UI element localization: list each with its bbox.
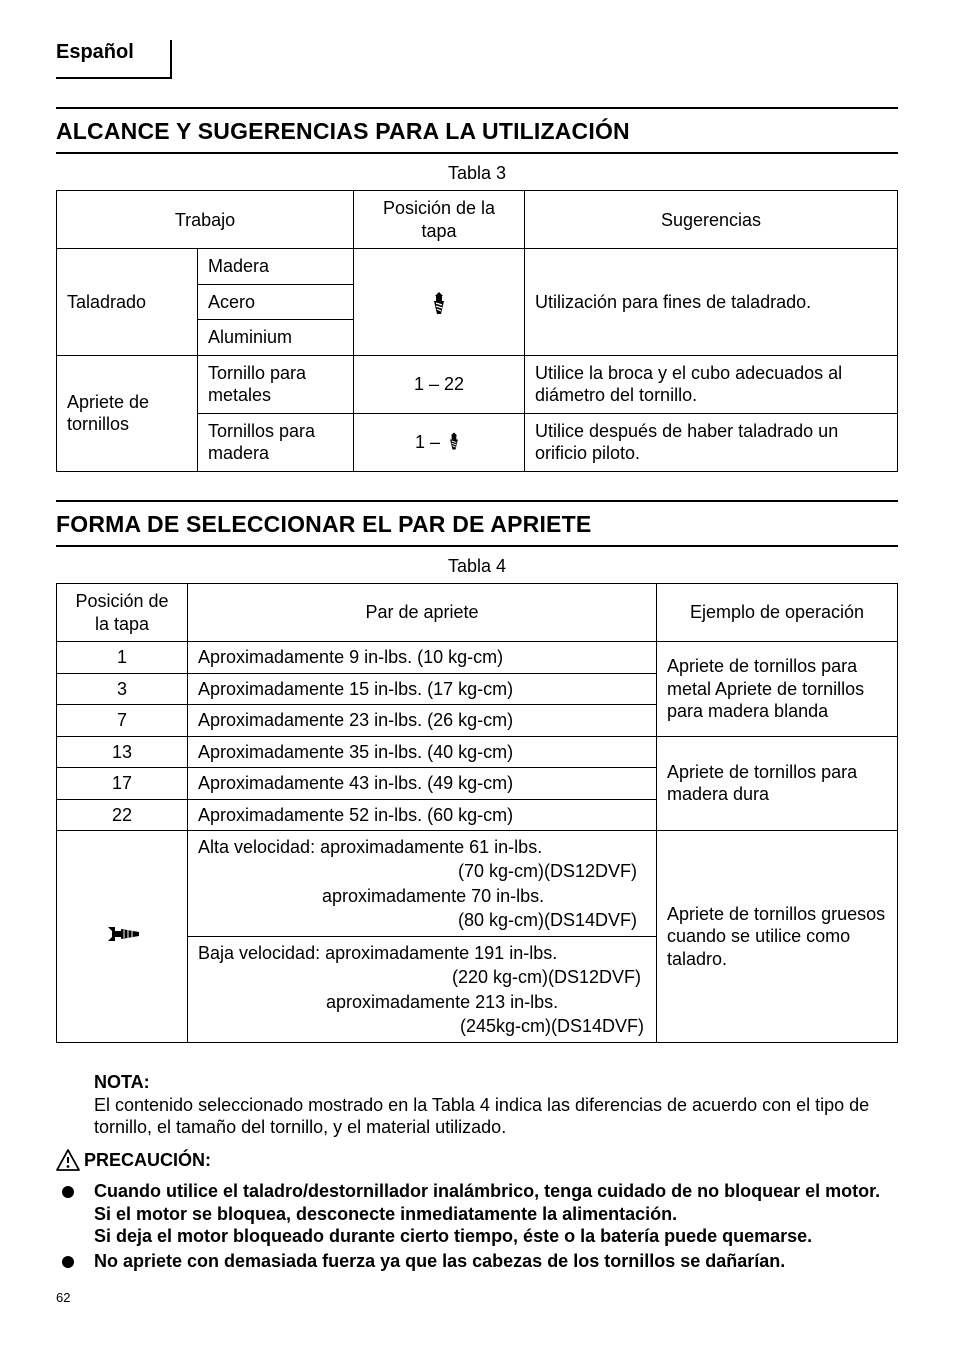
t4-ex3: Apriete de tornillos gruesos cuando se u… bbox=[657, 831, 898, 1043]
page-number: 62 bbox=[56, 1290, 898, 1306]
t4-torque: Aproximadamente 23 in-lbs. (26 kg-cm) bbox=[188, 705, 657, 737]
hi-c: aproximadamente 70 in-lbs. bbox=[198, 884, 544, 908]
t4-pos-drill bbox=[57, 831, 188, 1043]
t3-sug-metal: Utilice la broca y el cubo adecuados al … bbox=[525, 355, 898, 413]
t4-pos: 22 bbox=[57, 799, 188, 831]
caution-list: Cuando utilice el taladro/destornillador… bbox=[56, 1180, 898, 1272]
t3-h-posicion: Posición de la tapa bbox=[354, 191, 525, 249]
t4-hi-speed: Alta velocidad: aproximadamente 61 in-lb… bbox=[188, 831, 657, 937]
caution-1b: Si el motor se bloquea, desconecte inmed… bbox=[94, 1204, 677, 1224]
drill-icon bbox=[445, 432, 463, 454]
t3-drill-pos bbox=[354, 249, 525, 356]
lo-a: Baja velocidad: aproximadamente 191 in-l… bbox=[198, 943, 557, 963]
t4-ex2: Apriete de tornillos para madera dura bbox=[657, 736, 898, 831]
t3-torn-madera: Tornillos para madera bbox=[198, 413, 354, 471]
t4-torque: Aproximadamente 52 in-lbs. (60 kg-cm) bbox=[188, 799, 657, 831]
t3-apriete: Apriete de tornillos bbox=[57, 355, 198, 471]
t3-pos-1-22: 1 – 22 bbox=[354, 355, 525, 413]
table-4: Posición de la tapa Par de apriete Ejemp… bbox=[56, 583, 898, 1043]
table-3: Trabajo Posición de la tapa Sugerencias … bbox=[56, 190, 898, 472]
t4-pos: 17 bbox=[57, 768, 188, 800]
t3-sug-madera: Utilice después de haber taladrado un or… bbox=[525, 413, 898, 471]
t4-h-ej: Ejemplo de operación bbox=[657, 584, 898, 642]
hi-a: Alta velocidad: aproximadamente 61 in-lb… bbox=[198, 837, 542, 857]
t4-pos: 13 bbox=[57, 736, 188, 768]
t3-taladrado: Taladrado bbox=[57, 249, 198, 356]
t4-ex1: Apriete de tornillos para metal Apriete … bbox=[657, 642, 898, 737]
caution-1c: Si deja el motor bloqueado durante ciert… bbox=[94, 1226, 812, 1246]
hi-d: (80 kg-cm)(DS14DVF) bbox=[198, 908, 637, 932]
note-body: El contenido seleccionado mostrado en la… bbox=[94, 1095, 869, 1138]
t4-torque: Aproximadamente 9 in-lbs. (10 kg-cm) bbox=[188, 642, 657, 674]
lo-c: aproximadamente 213 in-lbs. bbox=[198, 990, 558, 1014]
warning-icon bbox=[56, 1149, 84, 1177]
t4-torque: Aproximadamente 35 in-lbs. (40 kg-cm) bbox=[188, 736, 657, 768]
table4-caption: Tabla 4 bbox=[56, 555, 898, 578]
t4-pos: 1 bbox=[57, 642, 188, 674]
t4-pos: 3 bbox=[57, 673, 188, 705]
t3-madera: Madera bbox=[198, 249, 354, 285]
section-title-torque: FORMA DE SELECCIONAR EL PAR DE APRIETE bbox=[56, 500, 898, 547]
hi-b: (70 kg-cm)(DS12DVF) bbox=[198, 859, 637, 883]
t3-aluminium: Aluminium bbox=[198, 320, 354, 356]
t3-h-sugerencias: Sugerencias bbox=[525, 191, 898, 249]
drill-icon bbox=[430, 292, 448, 314]
t3-sug-drill: Utilización para fines de taladrado. bbox=[525, 249, 898, 356]
table3-caption: Tabla 3 bbox=[56, 162, 898, 185]
language-tab: Español bbox=[56, 40, 172, 79]
lo-d: (245kg-cm)(DS14DVF) bbox=[198, 1014, 644, 1038]
t4-pos: 7 bbox=[57, 705, 188, 737]
t3-pos-1-drill: 1 – bbox=[354, 413, 525, 471]
t3-h-trabajo: Trabajo bbox=[57, 191, 354, 249]
t4-torque: Aproximadamente 15 in-lbs. (17 kg-cm) bbox=[188, 673, 657, 705]
caution-item-2: No apriete con demasiada fuerza ya que l… bbox=[56, 1250, 898, 1273]
t3-torn-metal: Tornillo para metales bbox=[198, 355, 354, 413]
t4-lo-speed: Baja velocidad: aproximadamente 191 in-l… bbox=[188, 937, 657, 1043]
t4-h-pos: Posición de la tapa bbox=[57, 584, 188, 642]
caution-item-1: Cuando utilice el taladro/destornillador… bbox=[56, 1180, 898, 1248]
pos-prefix: 1 – bbox=[415, 432, 445, 452]
section-title-scope: ALCANCE Y SUGERENCIAS PARA LA UTILIZACIÓ… bbox=[56, 107, 898, 154]
t3-acero: Acero bbox=[198, 284, 354, 320]
drill-row-icon bbox=[105, 925, 139, 943]
t4-h-par: Par de apriete bbox=[188, 584, 657, 642]
caution-title: PRECAUCIÓN: bbox=[84, 1149, 211, 1172]
caution-1a: Cuando utilice el taladro/destornillador… bbox=[94, 1181, 880, 1201]
note-block: NOTA: El contenido seleccionado mostrado… bbox=[94, 1071, 898, 1139]
lo-b: (220 kg-cm)(DS12DVF) bbox=[198, 965, 641, 989]
t4-torque: Aproximadamente 43 in-lbs. (49 kg-cm) bbox=[188, 768, 657, 800]
note-title: NOTA: bbox=[94, 1072, 150, 1092]
